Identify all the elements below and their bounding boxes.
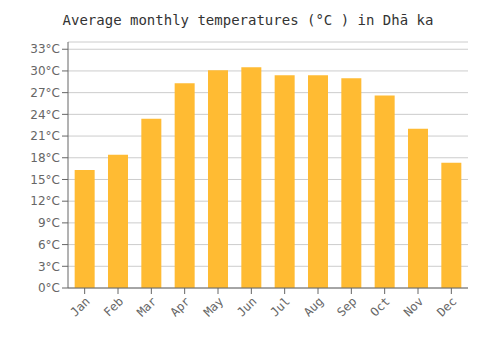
svg-text:Jul: Jul bbox=[268, 294, 293, 319]
svg-text:18°C: 18°C bbox=[30, 151, 60, 165]
svg-text:Dec: Dec bbox=[434, 294, 459, 319]
svg-text:33°C: 33°C bbox=[30, 42, 60, 56]
svg-text:Jan: Jan bbox=[68, 294, 93, 319]
svg-text:Mar: Mar bbox=[134, 294, 159, 319]
svg-text:12°C: 12°C bbox=[30, 194, 60, 208]
svg-text:9°C: 9°C bbox=[38, 216, 60, 230]
svg-text:6°C: 6°C bbox=[38, 238, 60, 252]
svg-text:Nov: Nov bbox=[401, 294, 426, 319]
svg-text:15°C: 15°C bbox=[30, 173, 60, 187]
html-text:Average monthly temperatures (: Average monthly temperatures (°C ) in Dh… bbox=[62, 12, 434, 28]
svg-text:21°C: 21°C bbox=[30, 129, 60, 143]
svg-text:May: May bbox=[201, 294, 226, 319]
svg-text:Apr: Apr bbox=[168, 294, 193, 319]
svg-text:Jun: Jun bbox=[234, 294, 259, 319]
svg-text:Oct: Oct bbox=[368, 294, 393, 319]
svg-text:Feb: Feb bbox=[101, 294, 126, 319]
svg-text:24°C: 24°C bbox=[30, 108, 60, 122]
svg-text:0°C: 0°C bbox=[38, 281, 60, 295]
svg-text:Aug: Aug bbox=[301, 294, 326, 319]
svg-text:30°C: 30°C bbox=[30, 64, 60, 78]
svg-text:Sep: Sep bbox=[334, 294, 359, 319]
svg-text:3°C: 3°C bbox=[38, 260, 60, 274]
svg-text:27°C: 27°C bbox=[30, 86, 60, 100]
